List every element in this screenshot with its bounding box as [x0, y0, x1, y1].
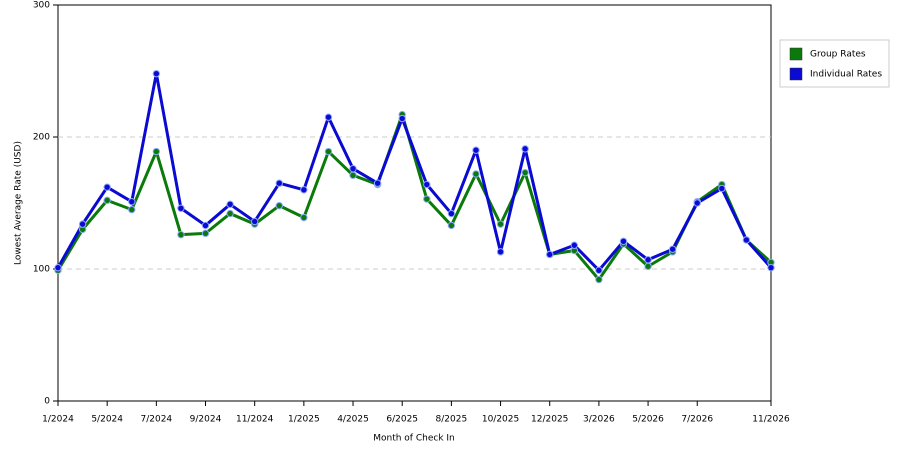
- data-point: [447, 221, 456, 230]
- data-point: [496, 220, 505, 228]
- y-tick-label: 300: [33, 1, 50, 11]
- data-point: [521, 145, 529, 153]
- y-tick-label: 0: [44, 397, 50, 407]
- series-line: [56, 72, 773, 272]
- data-point: [718, 184, 726, 193]
- data-point: [201, 221, 210, 230]
- data-point: [496, 248, 505, 256]
- y-tick-label: 200: [33, 133, 50, 143]
- data-point: [644, 262, 652, 271]
- data-point: [472, 170, 480, 178]
- data-point: [349, 171, 357, 179]
- x-tick-label: 1/2024: [42, 415, 74, 425]
- data-point: [595, 266, 603, 275]
- data-point: [226, 209, 234, 218]
- data-point: [349, 164, 357, 173]
- data-point: [300, 213, 308, 222]
- legend-label: Individual Rates: [810, 70, 882, 80]
- x-tick-label: 5/2024: [91, 415, 123, 425]
- x-tick-label: 10/2025: [482, 415, 519, 425]
- data-point: [250, 217, 259, 226]
- data-point: [619, 237, 628, 245]
- data-point: [472, 146, 480, 154]
- x-tick-label: 1/2025: [288, 415, 320, 425]
- x-tick-label: 3/2026: [583, 415, 615, 425]
- legend-label: Group Rates: [810, 50, 866, 60]
- plot-frame: [57, 4, 772, 402]
- y-axis-title: Lowest Average Rate (USD): [14, 141, 24, 265]
- legend-swatch: [789, 47, 803, 61]
- data-point: [128, 205, 136, 214]
- data-point: [152, 69, 161, 78]
- x-tick-label: 4/2025: [337, 415, 369, 425]
- x-tick-label: 12/2025: [531, 415, 568, 425]
- data-point: [152, 147, 161, 156]
- data-point: [693, 199, 701, 207]
- data-point: [595, 275, 603, 284]
- data-point: [300, 186, 308, 194]
- data-point: [54, 263, 62, 272]
- x-tick-label: 11/2024: [236, 415, 274, 425]
- data-point: [521, 168, 529, 177]
- legend-swatch: [789, 67, 803, 81]
- data-point: [644, 256, 652, 264]
- data-point: [546, 250, 554, 259]
- data-point: [324, 113, 333, 121]
- data-point: [423, 180, 431, 189]
- x-tick-label: 7/2026: [681, 415, 713, 425]
- data-point: [423, 195, 431, 203]
- data-point: [226, 200, 234, 209]
- data-point: [570, 241, 579, 249]
- y-tick-label: 100: [33, 265, 50, 275]
- data-point: [177, 204, 185, 212]
- data-point: [177, 230, 185, 239]
- data-point: [103, 196, 111, 205]
- data-point: [373, 179, 382, 187]
- x-tick-label: 5/2026: [632, 415, 664, 425]
- data-point: [668, 245, 677, 253]
- data-point: [78, 220, 87, 228]
- x-tick-label: 11/2026: [752, 415, 790, 425]
- x-axis-title: Month of Check In: [373, 434, 455, 444]
- series-line: [56, 113, 773, 282]
- data-point: [201, 229, 210, 238]
- x-tick-label: 9/2024: [190, 415, 222, 425]
- data-point: [128, 197, 136, 206]
- data-point: [275, 201, 283, 210]
- data-point: [275, 179, 283, 187]
- x-tick-label: 8/2025: [436, 415, 468, 425]
- x-tick-label: 6/2025: [386, 415, 418, 425]
- data-point: [324, 147, 333, 156]
- data-point: [447, 209, 456, 218]
- x-tick-label: 7/2024: [141, 415, 173, 425]
- data-point: [398, 114, 406, 123]
- data-point: [103, 183, 111, 191]
- data-point: [767, 263, 775, 272]
- data-point: [742, 236, 751, 244]
